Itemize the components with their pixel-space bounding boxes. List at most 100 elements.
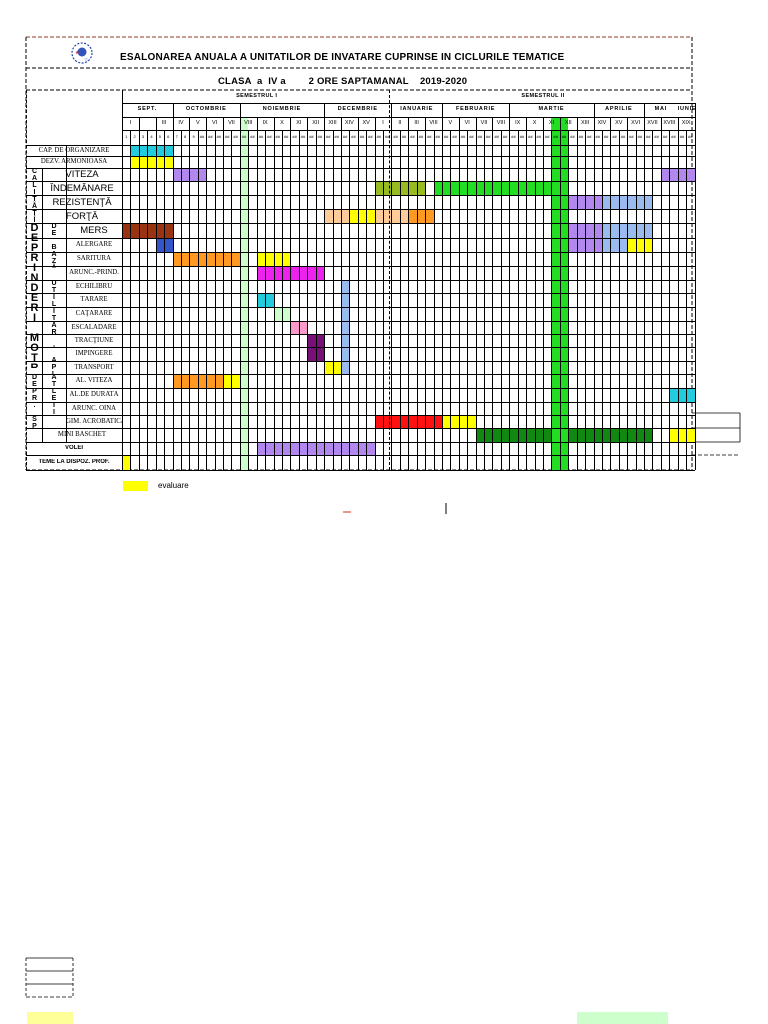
- day-number: ##: [250, 134, 255, 139]
- grid-line: [122, 90, 123, 470]
- day-number: ##: [620, 134, 626, 139]
- grid-line: [155, 117, 157, 130]
- grid-line: [26, 90, 27, 470]
- day-number: ##: [368, 134, 373, 139]
- row-label: AL.DE DURATĂ: [69, 391, 119, 398]
- document-title: ESALONAREA ANUALA A UNITATILOR DE INVATA…: [120, 52, 565, 63]
- grid-line: [26, 266, 695, 267]
- group-label: C A L I T Ă Ţ I M O T R I C E: [31, 168, 38, 223]
- week-header: VII: [480, 120, 488, 126]
- grid-line: [458, 117, 460, 130]
- day-number: ##: [199, 134, 205, 139]
- grid-line: [644, 103, 646, 470]
- grid-line: [147, 130, 149, 470]
- grid-line: [416, 130, 418, 470]
- grid-line: [500, 130, 502, 470]
- grid-line: [324, 103, 326, 470]
- schedule-cell: [475, 428, 577, 442]
- month-header: MARTIE: [538, 106, 565, 112]
- grid-line: [189, 117, 191, 130]
- row-label: VOLEI: [64, 444, 83, 451]
- week-header: XV: [362, 120, 370, 126]
- schedule-cell: [130, 145, 173, 156]
- day-number: ##: [233, 134, 238, 139]
- grid-line: [26, 374, 695, 375]
- month-header: DECEMBRIE: [337, 106, 378, 112]
- week-header: XIV: [344, 120, 354, 126]
- grid-line: [340, 117, 342, 130]
- grid-line: [389, 90, 391, 470]
- grid-line: [26, 415, 695, 416]
- day-number: ##: [342, 134, 348, 139]
- legend-swatch: [123, 481, 148, 491]
- row-label: TÂRÂRE: [80, 296, 108, 303]
- day-number: ##: [570, 134, 575, 139]
- grid-line: [223, 130, 225, 470]
- row-label: ESCALADARE: [71, 323, 117, 331]
- day-number: ##: [334, 134, 339, 139]
- day-number: 6: [167, 134, 170, 139]
- grid-line: [26, 388, 695, 389]
- schedule-cell: [374, 209, 409, 223]
- schedule-cell: [307, 347, 325, 361]
- grid-line: [26, 442, 695, 443]
- grid-line: [256, 130, 258, 470]
- grid-line: [26, 361, 695, 362]
- row-label: MERS: [80, 225, 108, 236]
- grid-line: [366, 130, 368, 470]
- grid-line: [197, 130, 199, 470]
- svg-text:★: ★: [75, 50, 80, 56]
- day-number: ##: [662, 134, 668, 139]
- schedule-cell: [155, 238, 173, 252]
- grid-line: [475, 130, 477, 470]
- schedule-cell: [122, 455, 131, 470]
- day-number: ##: [536, 134, 541, 139]
- row-label: ÎMPINGERE: [75, 350, 113, 357]
- row-label: ARUNC.-PRIND.: [69, 269, 119, 276]
- grid-line: [26, 252, 695, 253]
- grid-line: [26, 223, 695, 224]
- grid-line: [66, 145, 67, 442]
- grid-line: [172, 103, 174, 470]
- grid-line: [26, 181, 695, 182]
- day-number: ##: [393, 134, 398, 139]
- day-number: ##: [646, 134, 651, 139]
- grid-line: [450, 130, 452, 470]
- grid-line: [265, 130, 267, 470]
- grid-line: [618, 130, 620, 470]
- week-header: XII: [312, 120, 320, 126]
- row-label: TRACŢIUNE: [74, 336, 114, 344]
- grid-line: [42, 168, 43, 442]
- day-number: ##: [452, 134, 457, 139]
- day-number: ##: [637, 134, 643, 139]
- week-header: VII: [228, 120, 235, 126]
- grid-line: [26, 293, 695, 294]
- bottom-swatch-yellow: [27, 1012, 73, 1024]
- schedule-cell: [223, 374, 240, 388]
- schedule-cell: [441, 415, 476, 428]
- day-number: ##: [528, 134, 533, 139]
- grid-line: [627, 130, 629, 470]
- day-number: ##: [578, 134, 584, 139]
- grid-line: [26, 209, 695, 210]
- grid-line: [425, 130, 427, 470]
- schedule-cell: [568, 195, 602, 209]
- week-header: XIII: [580, 120, 590, 126]
- week-header: VI: [212, 120, 218, 126]
- week-header: I: [382, 120, 384, 126]
- month-header: IUNIE: [677, 106, 695, 112]
- schedule-cell: [324, 361, 341, 374]
- day-number: ##: [603, 134, 609, 139]
- day-number: ##: [427, 134, 432, 139]
- group-label: U T I L I T A R - A P L I C A T I V E: [51, 280, 57, 375]
- grid-line: [307, 117, 309, 130]
- grid-line: [441, 103, 443, 470]
- grid-line: [686, 130, 688, 470]
- day-number: ##: [671, 134, 676, 139]
- day-number: ##: [519, 134, 525, 139]
- row-label: CAP. DE ORGANIZARE: [38, 146, 110, 154]
- month-header: SEPT.: [137, 106, 157, 112]
- schedule-cell: [130, 156, 173, 168]
- legend-label: evaluare: [158, 481, 189, 490]
- semester-1-label: SEMESTRUL I: [236, 93, 278, 99]
